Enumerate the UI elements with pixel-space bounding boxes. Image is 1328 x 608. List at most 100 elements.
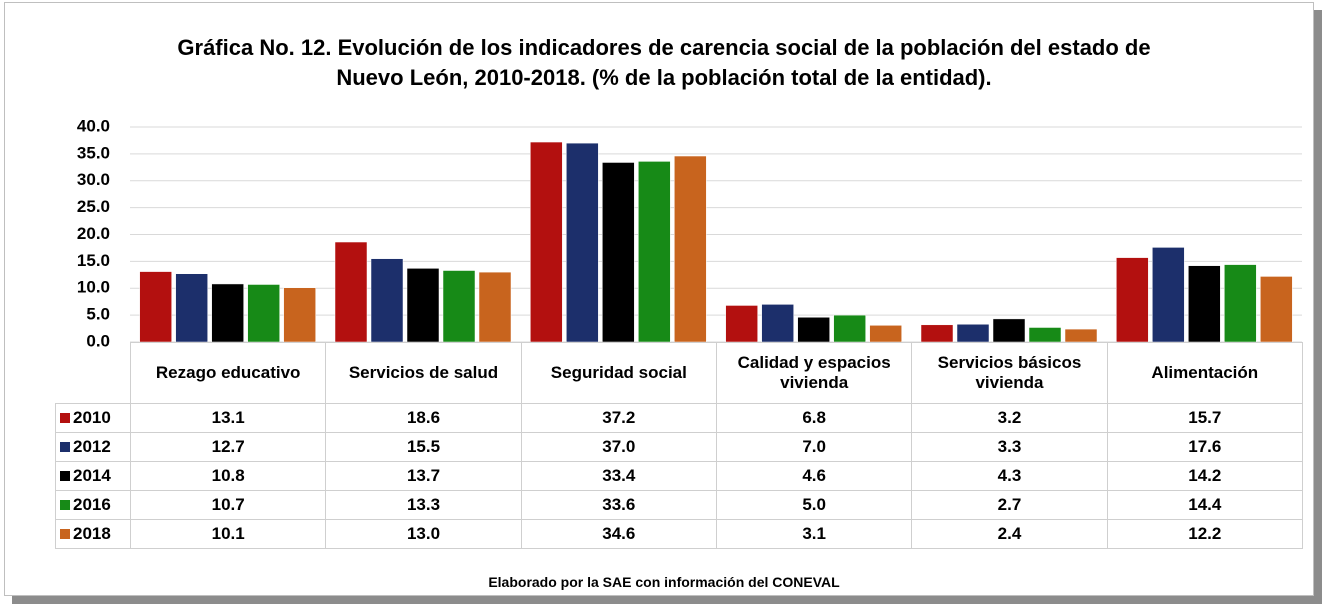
x-tick-label: Rezago educativo: [129, 342, 327, 404]
legend-label: 2018: [73, 524, 111, 543]
bar: [1188, 265, 1221, 343]
value-label: 37.0: [520, 432, 717, 462]
bar: [406, 268, 440, 343]
chart-title: Gráfica No. 12. Evolución de los indicad…: [177, 35, 1151, 90]
value-label: 10.1: [129, 519, 327, 549]
legend-swatch: [60, 413, 70, 423]
value-label: 3.3: [911, 432, 1108, 462]
value-label: 4.6: [715, 461, 913, 491]
legend-swatch: [60, 500, 70, 510]
y-tick-label: 5.0: [86, 305, 110, 324]
bar: [1260, 276, 1293, 343]
bar: [638, 161, 671, 343]
value-label: 33.6: [520, 490, 717, 520]
value-label: 3.2: [911, 403, 1108, 433]
legend-item: 2010: [55, 403, 131, 433]
value-label: 13.7: [325, 461, 522, 491]
y-tick-label: 30.0: [77, 170, 110, 189]
value-label: 14.4: [1106, 490, 1303, 520]
value-label: 18.6: [325, 403, 522, 433]
value-label: 15.5: [325, 432, 522, 462]
legend-item: 2014: [55, 461, 131, 491]
value-label: 10.8: [129, 461, 327, 491]
legend-swatch: [60, 442, 70, 452]
data-row: 2012 12.7 15.5 37.0 7.0 3.3 17.6: [55, 432, 1303, 462]
bar: [175, 273, 208, 343]
bar: [247, 284, 280, 343]
y-tick-label: 10.0: [77, 278, 110, 297]
legend-label: 2010: [73, 408, 111, 427]
value-label: 15.7: [1106, 403, 1303, 433]
bar: [797, 317, 830, 343]
legend-item: 2012: [55, 432, 131, 462]
legend-label: 2014: [73, 466, 111, 485]
y-tick-label: 25.0: [77, 197, 110, 216]
data-row: 2014 10.8 13.7 33.4 4.6 4.3 14.2: [55, 461, 1303, 491]
bar: [139, 271, 172, 343]
bar: [1224, 264, 1257, 343]
value-label: 12.7: [129, 432, 327, 462]
y-tick-label: 20.0: [77, 224, 110, 243]
value-label: 6.8: [715, 403, 913, 433]
data-table: Rezago educativo Servicios de salud Seguri…: [55, 342, 1303, 549]
bar: [674, 155, 707, 343]
value-label: 33.4: [520, 461, 717, 491]
legend-label: 2016: [73, 495, 111, 514]
value-label: 17.6: [1106, 432, 1303, 462]
bar: [283, 287, 316, 343]
bar: [920, 324, 954, 343]
value-label: 3.1: [715, 519, 913, 549]
x-tick-label: Calidad y espacios vivienda: [715, 342, 913, 404]
value-label: 13.3: [325, 490, 522, 520]
bar: [1152, 247, 1185, 343]
value-label: 2.4: [911, 519, 1108, 549]
legend-item: 2016: [55, 490, 131, 520]
bar: [1028, 327, 1062, 343]
legend-label: 2012: [73, 437, 111, 456]
value-label: 12.2: [1106, 519, 1303, 549]
bar: [211, 283, 244, 343]
bar: [725, 305, 758, 343]
value-label: 10.7: [129, 490, 327, 520]
y-tick-label: 15.0: [77, 251, 110, 270]
corner-cell: [55, 342, 131, 404]
y-tick-label: 40.0: [77, 116, 110, 135]
bar: [334, 241, 368, 343]
bar: [566, 142, 599, 343]
bar: [1116, 257, 1149, 343]
value-label: 5.0: [715, 490, 913, 520]
x-tick-label: Seguridad social: [520, 342, 717, 404]
bar: [869, 325, 902, 343]
header-row: Rezago educativo Servicios de salud Seguri…: [55, 342, 1303, 404]
x-tick-label: Servicios de salud: [325, 342, 522, 404]
bar: [442, 270, 476, 343]
value-label: 7.0: [715, 432, 913, 462]
bar: [833, 314, 866, 343]
source-note: Elaborado por la SAE con información del…: [488, 574, 840, 590]
y-tick-label: 35.0: [77, 143, 110, 162]
value-label: 13.0: [325, 519, 522, 549]
value-label: 34.6: [520, 519, 717, 549]
bar: [602, 162, 635, 343]
x-tick-label: Servicios básicos vivienda: [911, 342, 1108, 404]
bar: [478, 271, 512, 343]
bar: [992, 318, 1026, 343]
data-row: 2018 10.1 13.0 34.6 3.1 2.4 12.2: [55, 519, 1303, 549]
data-row: 2016 10.7 13.3 33.6 5.0 2.7 14.4: [55, 490, 1303, 520]
bar: [761, 304, 794, 343]
x-tick-label: Alimentación: [1106, 342, 1303, 404]
legend-swatch: [60, 471, 70, 481]
bar: [530, 141, 563, 343]
legend-swatch: [60, 529, 70, 539]
value-label: 37.2: [520, 403, 717, 433]
bar: [956, 324, 990, 343]
data-row: 2010 13.1 18.6 37.2 6.8 3.2 15.7: [55, 403, 1303, 433]
bar: [1064, 328, 1098, 343]
legend-item: 2018: [55, 519, 131, 549]
value-label: 2.7: [911, 490, 1108, 520]
bar: [370, 258, 404, 343]
value-label: 13.1: [129, 403, 327, 433]
value-label: 4.3: [911, 461, 1108, 491]
value-label: 14.2: [1106, 461, 1303, 491]
